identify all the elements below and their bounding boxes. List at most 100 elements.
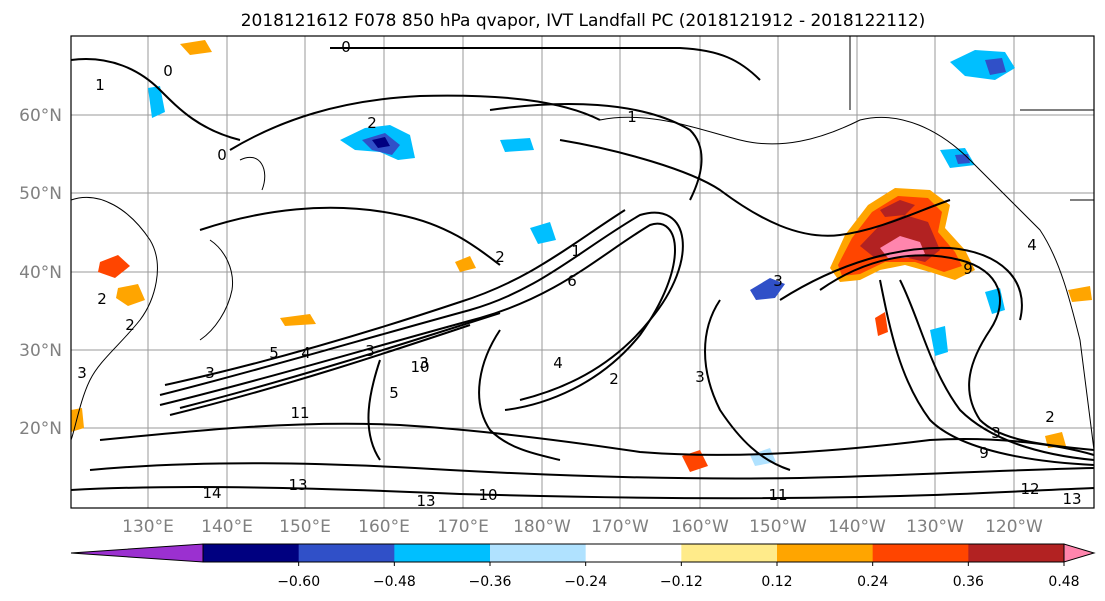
contour-label: 4: [553, 354, 563, 372]
lon-tick-label: 170°W: [591, 517, 649, 537]
contour-line: [169, 324, 471, 416]
colorbar-tick-label: 0.12: [761, 574, 792, 590]
contour-line: [89, 462, 1095, 480]
contour-label: 3: [365, 342, 375, 360]
colorbar-box: [585, 544, 682, 562]
contour-label: 1: [95, 76, 105, 94]
contour-label: 3: [773, 272, 783, 290]
colorbar-box: [777, 544, 874, 562]
positive-patch: [71, 408, 84, 432]
colorbar-tick-label: −0.60: [277, 574, 320, 590]
kamchatka-coastline: [239, 156, 266, 191]
contour-line: [478, 329, 561, 461]
contour-label: 2: [125, 316, 135, 334]
lon-tick-label: 130°E: [122, 517, 174, 537]
colorbar-box: [872, 544, 969, 562]
contour-label: 11: [768, 486, 787, 504]
negative-anomaly: [750, 278, 785, 300]
asia-coastline: [70, 196, 158, 441]
lat-tick-label: 30°N: [19, 341, 62, 361]
contour-line: [179, 312, 501, 409]
positive-patch: [1045, 432, 1066, 448]
map-frame: [70, 35, 1095, 509]
colorbar-tick-label: −0.48: [373, 574, 416, 590]
contour-line: [559, 139, 951, 237]
colorbar-box: [968, 544, 1065, 562]
contour-label: 2: [1045, 408, 1055, 426]
contour-label: 6: [567, 272, 577, 290]
positive-patch: [455, 256, 476, 272]
positive-patch: [1068, 286, 1092, 302]
contour-label: 13: [288, 476, 307, 494]
lon-tick-label: 120°W: [985, 517, 1043, 537]
contour-label: 4: [1027, 236, 1037, 254]
negative-anomaly-core: [372, 137, 390, 148]
contour-label: 0: [217, 146, 227, 164]
north-america-coastline: [599, 116, 1095, 451]
colorbar-tick-label: −0.24: [564, 574, 607, 590]
positive-patch: [98, 255, 130, 278]
contour-line: [489, 103, 703, 201]
coastlines: [70, 36, 1095, 451]
contour-line: [779, 246, 1023, 321]
contour-label: 2: [609, 370, 619, 388]
colorbar-box: [681, 544, 778, 562]
japan-coastline: [199, 239, 234, 341]
colorbar-box: [490, 544, 587, 562]
colorbar-tick-label: 0.36: [953, 574, 984, 590]
contour-label: 5: [389, 384, 399, 402]
colorbar-tick-label: 0.48: [1048, 574, 1079, 590]
negative-anomaly: [930, 326, 948, 356]
positive-patch: [280, 314, 316, 326]
colorbar-tick-label: −0.36: [469, 574, 512, 590]
positive-patch: [116, 284, 145, 306]
negative-anomaly-inner: [985, 58, 1006, 75]
contour-line: [70, 58, 241, 141]
contour-label: 2: [495, 248, 505, 266]
contour-label: 1: [571, 242, 581, 260]
contour-label: 13: [416, 492, 435, 510]
lon-tick-label: 160°W: [671, 517, 729, 537]
contour-label: 0: [341, 38, 351, 56]
lon-tick-label: 180°W: [513, 517, 571, 537]
colorbar-outline: [202, 543, 1065, 563]
longitude-ticks: 130°E 140°E 150°E 160°E 170°E 180°W 170°W 160°W…: [122, 517, 1043, 537]
contour-label: 2: [367, 114, 377, 132]
colorbar-tick-label: 0.24: [857, 574, 888, 590]
contour-label: 9: [963, 260, 973, 278]
lon-tick-label: 150°W: [749, 517, 807, 537]
contour-label: 10: [410, 358, 429, 376]
contour-label: 3: [205, 364, 215, 382]
positive-anomaly-north: [880, 200, 915, 217]
latitude-ticks: 60°N 50°N 40°N 30°N 20°N: [19, 106, 62, 439]
lat-tick-label: 60°N: [19, 106, 62, 126]
contour-label: 11: [290, 404, 309, 422]
contour-label: 13: [1062, 490, 1081, 508]
contour-line: [199, 206, 501, 266]
contour-label: 5: [269, 344, 279, 362]
contour-label: 2: [97, 290, 107, 308]
contour-label: 0: [163, 62, 173, 80]
lon-tick-label: 140°W: [828, 517, 886, 537]
contour-line: [899, 279, 1095, 461]
contour-line: [330, 47, 761, 81]
contour-line: [819, 254, 1095, 451]
lat-tick-label: 40°N: [19, 263, 62, 283]
positive-patch: [180, 40, 212, 55]
colorbar-extend-high: [1063, 543, 1096, 563]
lon-tick-label: 160°E: [358, 517, 410, 537]
contour-label: 12: [1020, 480, 1039, 498]
colorbar-box: [203, 544, 300, 562]
contour-label: 4: [301, 344, 311, 362]
lon-tick-label: 150°E: [279, 517, 331, 537]
ivt-contours: [70, 47, 1095, 500]
figure-title: 2018121612 F078 850 hPa qvapor, IVT Land…: [241, 11, 926, 31]
negative-anomaly: [148, 86, 165, 118]
lat-tick-label: 50°N: [19, 184, 62, 204]
lon-tick-label: 170°E: [437, 517, 489, 537]
negative-anomaly: [500, 138, 534, 152]
positive-patch: [875, 312, 888, 336]
contour-label: 3: [77, 364, 87, 382]
